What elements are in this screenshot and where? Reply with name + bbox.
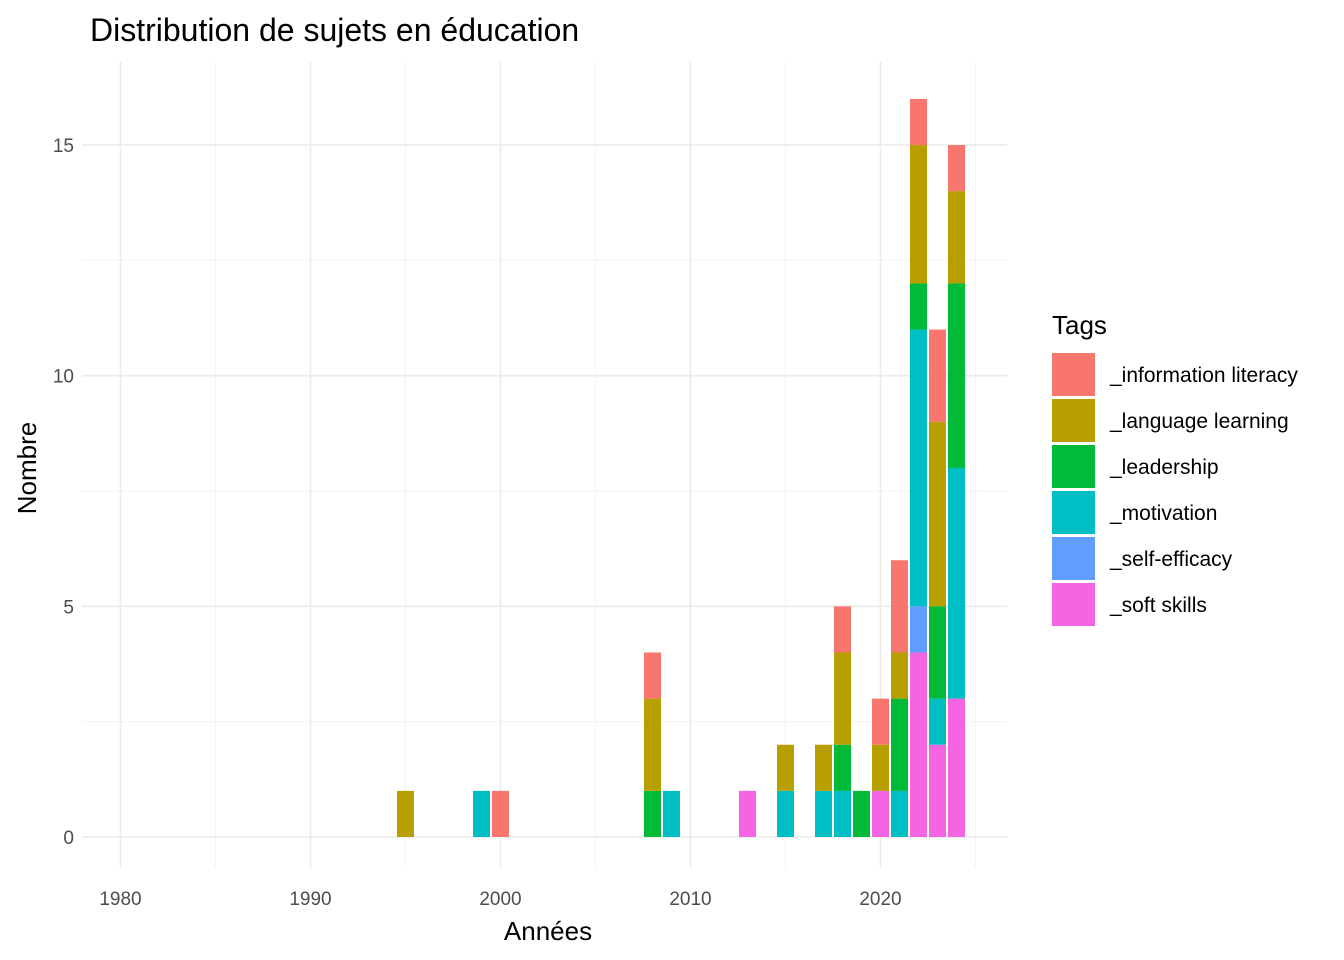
- y-tick-label: 0: [63, 828, 74, 849]
- x-tick-label: 1980: [99, 889, 141, 910]
- y-axis-title: Nombre: [12, 422, 42, 514]
- legend-label: _motivation: [1109, 502, 1217, 525]
- y-axis-ticks: 0 5 10 15: [53, 136, 74, 849]
- legend-label: _information literacy: [1109, 364, 1298, 387]
- bar-segment: [891, 560, 908, 653]
- bar-segment: [929, 421, 946, 607]
- bar-segment: [910, 145, 927, 284]
- legend-swatch: [1052, 491, 1095, 534]
- legend: Tags _information literacy _language lear…: [1052, 310, 1298, 626]
- bar-segment: [910, 606, 927, 653]
- x-tick-label: 2010: [669, 889, 711, 910]
- bar-segment: [910, 283, 927, 330]
- y-tick-label: 5: [63, 597, 74, 618]
- bar-segment: [872, 698, 889, 745]
- bar-segment: [948, 283, 965, 468]
- bar-segment: [492, 790, 509, 837]
- bar-segment: [644, 790, 661, 837]
- bar-segment: [929, 606, 946, 699]
- y-tick-label: 10: [53, 367, 74, 388]
- x-tick-label: 2020: [859, 889, 901, 910]
- legend-title: Tags: [1052, 310, 1107, 340]
- legend-items: _information literacy _language learning _…: [1052, 353, 1298, 626]
- x-axis-ticks: 1980 1990 2000 2010 2020: [99, 889, 901, 910]
- bar-segment: [929, 698, 946, 745]
- bar-segment: [473, 790, 490, 837]
- bar-segment: [872, 790, 889, 837]
- legend-swatch: [1052, 399, 1095, 442]
- bar-segment: [739, 790, 756, 837]
- bar-segment: [815, 744, 832, 791]
- legend-label: _language learning: [1109, 410, 1289, 433]
- bar-segment: [777, 744, 794, 791]
- legend-label: _self-efficacy: [1109, 548, 1233, 571]
- x-tick-label: 1990: [289, 889, 331, 910]
- grid-lines: [82, 62, 1007, 868]
- chart-title: Distribution de sujets en éducation: [90, 12, 579, 48]
- legend-label: _soft skills: [1109, 594, 1207, 617]
- bar-segment: [834, 790, 851, 837]
- legend-swatch: [1052, 353, 1095, 396]
- bars: [397, 98, 965, 837]
- bar-segment: [891, 652, 908, 699]
- bar-segment: [644, 652, 661, 699]
- x-axis-title: Années: [504, 916, 592, 946]
- x-tick-label: 2000: [479, 889, 521, 910]
- bar-segment: [644, 698, 661, 791]
- bar-segment: [910, 98, 927, 146]
- bar-segment: [910, 329, 927, 607]
- bar-segment: [948, 191, 965, 284]
- bar-segment: [397, 790, 414, 837]
- bar-segment: [910, 652, 927, 837]
- bar-segment: [872, 744, 889, 791]
- bar-segment: [777, 790, 794, 837]
- legend-swatch: [1052, 583, 1095, 626]
- y-tick-label: 15: [53, 136, 74, 157]
- bar-segment: [891, 698, 908, 791]
- bar-segment: [948, 698, 965, 837]
- bar-segment: [929, 329, 946, 422]
- legend-label: _leadership: [1109, 456, 1219, 479]
- bar-segment: [834, 606, 851, 653]
- bar-segment: [663, 790, 680, 837]
- bar-segment: [929, 744, 946, 837]
- legend-swatch: [1052, 537, 1095, 580]
- bar-segment: [815, 790, 832, 837]
- bar-segment: [834, 652, 851, 745]
- bar-segment: [834, 744, 851, 791]
- bar-segment: [891, 790, 908, 837]
- legend-swatch: [1052, 445, 1095, 488]
- bar-segment: [948, 145, 965, 192]
- bar-segment: [853, 790, 870, 837]
- bar-segment: [948, 467, 965, 699]
